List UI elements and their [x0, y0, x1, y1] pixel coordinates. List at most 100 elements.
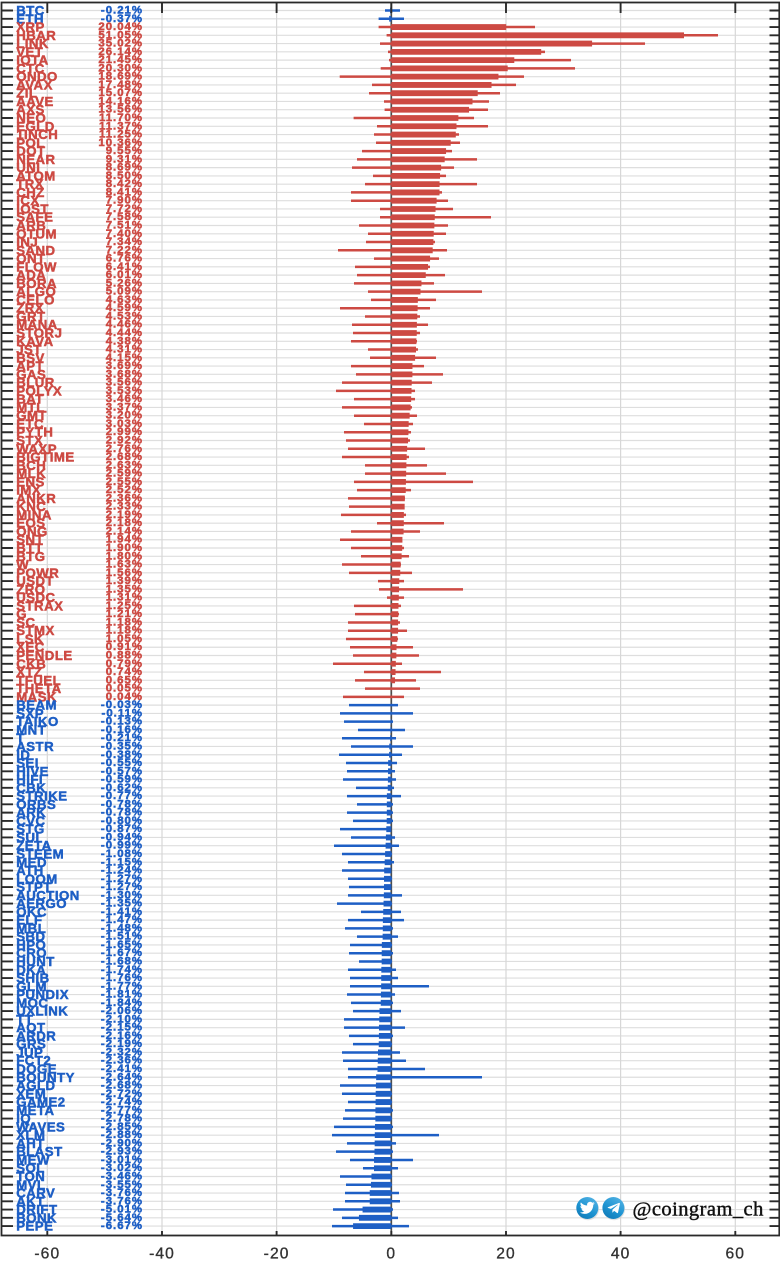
svg-text:2.52%: 2.52%: [106, 484, 143, 496]
svg-text:SXP: SXP: [16, 706, 44, 721]
svg-text:STG: STG: [16, 822, 45, 837]
svg-text:18.69%: 18.69%: [98, 71, 143, 83]
svg-text:ZETA: ZETA: [16, 838, 51, 853]
svg-text:9.31%: 9.31%: [106, 153, 143, 165]
svg-text:-0.78%: -0.78%: [101, 798, 143, 810]
svg-text:2.68%: 2.68%: [106, 451, 143, 463]
svg-text:AAVE: AAVE: [16, 94, 54, 109]
svg-text:-2.72%: -2.72%: [101, 1088, 143, 1100]
svg-text:GAME2: GAME2: [16, 1095, 65, 1110]
svg-text:4.44%: 4.44%: [106, 327, 143, 339]
svg-text:META: META: [16, 1103, 54, 1118]
svg-text:-0.80%: -0.80%: [101, 815, 143, 827]
svg-text:AXS: AXS: [16, 102, 45, 117]
svg-text:PENDLE: PENDLE: [16, 648, 72, 663]
svg-text:11.37%: 11.37%: [99, 120, 143, 132]
svg-text:-0.77%: -0.77%: [101, 790, 143, 802]
svg-text:CTC: CTC: [16, 61, 45, 76]
svg-text:STRAX: STRAX: [16, 598, 63, 613]
svg-text:HPO: HPO: [16, 937, 46, 952]
svg-text:STORJ: STORJ: [16, 326, 62, 341]
svg-text:7.22%: 7.22%: [106, 244, 143, 256]
svg-text:4.63%: 4.63%: [106, 294, 143, 306]
svg-text:JUP: JUP: [16, 1045, 43, 1060]
svg-text:SUI: SUI: [16, 830, 39, 845]
svg-text:2.18%: 2.18%: [106, 517, 143, 529]
svg-text:IOST: IOST: [16, 201, 49, 216]
svg-text:ZRX: ZRX: [16, 301, 44, 316]
svg-text:IMX: IMX: [16, 483, 41, 498]
svg-text:-1.41%: -1.41%: [101, 906, 143, 918]
svg-text:1.18%: 1.18%: [106, 616, 143, 628]
svg-text:-0.38%: -0.38%: [101, 749, 143, 761]
svg-text:-2.16%: -2.16%: [101, 1030, 143, 1042]
svg-text:4.53%: 4.53%: [106, 310, 143, 322]
svg-text:4.38%: 4.38%: [106, 335, 143, 347]
svg-text:CHZ: CHZ: [16, 185, 45, 200]
svg-text:-0.37%: -0.37%: [101, 13, 143, 25]
svg-text:0.05%: 0.05%: [106, 683, 143, 695]
svg-text:UXLINK: UXLINK: [16, 1004, 68, 1019]
svg-text:DOT: DOT: [16, 144, 45, 159]
svg-text:0.74%: 0.74%: [106, 666, 143, 678]
svg-text:OKC: OKC: [16, 904, 47, 919]
svg-text:ELF: ELF: [16, 913, 42, 928]
svg-text:-1.35%: -1.35%: [101, 898, 143, 910]
svg-text:20.30%: 20.30%: [98, 62, 143, 74]
svg-text:STX: STX: [16, 433, 43, 448]
svg-text:MANA: MANA: [16, 317, 58, 332]
svg-text:0.04%: 0.04%: [106, 691, 143, 703]
svg-text:G: G: [16, 607, 27, 622]
svg-text:7.58%: 7.58%: [106, 211, 143, 223]
svg-text:LSK: LSK: [16, 631, 44, 646]
svg-text:11.25%: 11.25%: [99, 129, 143, 141]
svg-text:2.92%: 2.92%: [106, 435, 143, 447]
svg-text:HUNT: HUNT: [16, 954, 55, 969]
svg-text:0.79%: 0.79%: [106, 658, 143, 670]
svg-text:ANKR: ANKR: [16, 491, 56, 506]
svg-text:5.26%: 5.26%: [106, 277, 143, 289]
svg-text:ARK: ARK: [16, 805, 46, 820]
svg-text:ONT: ONT: [16, 251, 45, 266]
svg-text:ONG: ONG: [16, 524, 48, 539]
svg-text:-1.77%: -1.77%: [101, 980, 143, 992]
svg-text:BTT: BTT: [16, 541, 43, 556]
svg-text:AHT: AHT: [16, 1136, 45, 1151]
svg-text:CELO: CELO: [16, 292, 55, 307]
svg-text:-1.51%: -1.51%: [101, 931, 143, 943]
svg-text:-1.74%: -1.74%: [101, 964, 143, 976]
svg-text:GRT: GRT: [16, 309, 45, 324]
svg-text:DRIFT: DRIFT: [16, 1202, 57, 1217]
svg-text:MEW: MEW: [16, 1152, 50, 1167]
svg-text:ARDR: ARDR: [16, 1028, 56, 1043]
svg-text:1.94%: 1.94%: [106, 534, 143, 546]
svg-text:MLK: MLK: [16, 466, 46, 481]
svg-text:UNI: UNI: [16, 160, 40, 175]
svg-text:-1.24%: -1.24%: [101, 865, 143, 877]
svg-text:JST: JST: [16, 342, 42, 357]
svg-text:-1.08%: -1.08%: [101, 848, 143, 860]
svg-text:ONDO: ONDO: [16, 69, 58, 84]
svg-text:6.41%: 6.41%: [106, 261, 143, 273]
svg-text:-5.64%: -5.64%: [101, 1212, 143, 1224]
svg-text:ATH: ATH: [16, 863, 44, 878]
svg-text:POL: POL: [16, 135, 45, 150]
svg-text:IQ: IQ: [16, 1111, 31, 1126]
svg-text:-1.67%: -1.67%: [101, 947, 143, 959]
svg-text:2.19%: 2.19%: [106, 509, 143, 521]
svg-text:3.69%: 3.69%: [106, 360, 143, 372]
svg-text:-0.13%: -0.13%: [101, 716, 143, 728]
svg-text:0.65%: 0.65%: [106, 674, 143, 686]
svg-text:USDC: USDC: [16, 590, 55, 605]
svg-text:-2.93%: -2.93%: [101, 1146, 143, 1158]
svg-text:EGLD: EGLD: [16, 119, 55, 134]
svg-text:SAFE: SAFE: [16, 210, 53, 225]
svg-text:0.88%: 0.88%: [106, 650, 143, 662]
svg-text:AUCTION: AUCTION: [16, 888, 80, 903]
svg-text:AVAX: AVAX: [16, 77, 53, 92]
svg-text:1.25%: 1.25%: [106, 600, 143, 612]
svg-text:TRX: TRX: [16, 177, 44, 192]
svg-text:USDT: USDT: [16, 574, 54, 589]
svg-text:ETC: ETC: [16, 416, 44, 431]
svg-text:-1.48%: -1.48%: [101, 922, 143, 934]
